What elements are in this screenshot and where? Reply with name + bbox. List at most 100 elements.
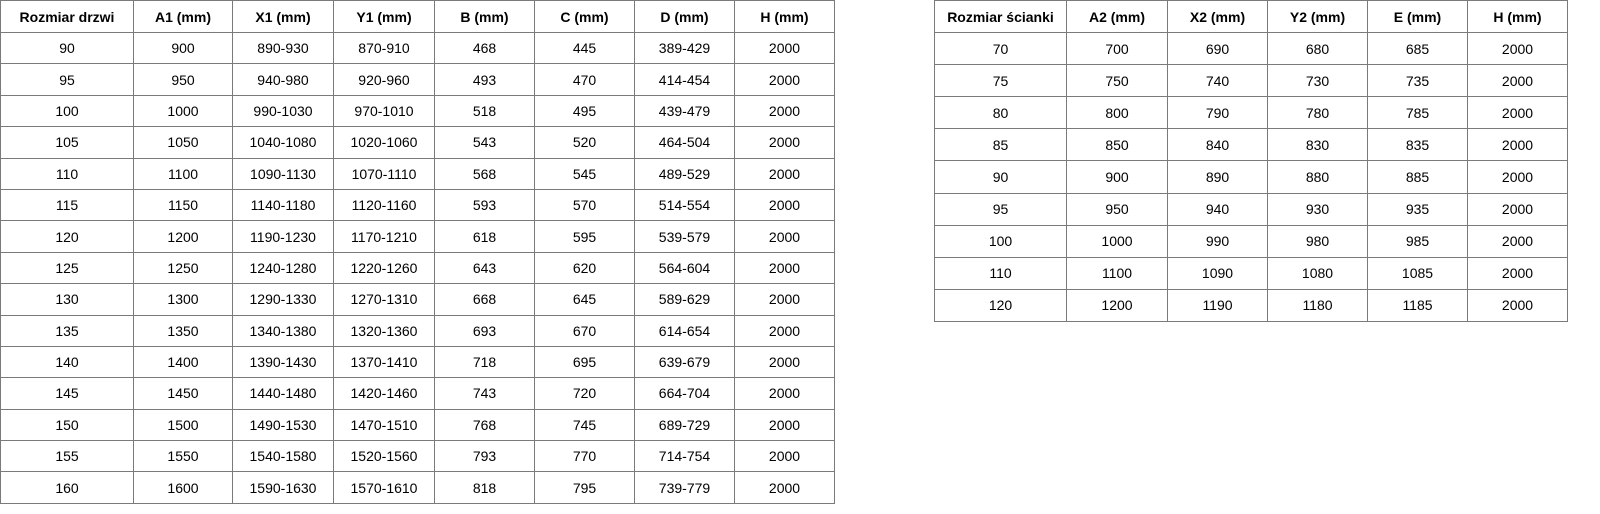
table-cell: 75 bbox=[934, 64, 1067, 98]
table-cell: 2000 bbox=[734, 31, 835, 65]
table-cell: 1200 bbox=[133, 220, 233, 253]
table-cell: 980 bbox=[1267, 224, 1368, 258]
column-header: H (mm) bbox=[734, 0, 835, 33]
table-cell: 495 bbox=[534, 94, 635, 128]
table-cell: 493 bbox=[434, 63, 535, 96]
table-cell: 850 bbox=[1066, 128, 1168, 162]
column-header: Rozmiar drzwi bbox=[0, 0, 134, 33]
table-row: 115 1150 1140-1180 1120-1160 593 570 514-554 20… bbox=[0, 188, 835, 222]
table-cell: 1150 bbox=[133, 188, 233, 222]
table-cell: 795 bbox=[534, 471, 635, 504]
table-cell: 570 bbox=[534, 188, 635, 222]
table-cell: 690 bbox=[1167, 32, 1268, 66]
table-cell: 1300 bbox=[133, 283, 233, 316]
table-cell: 1600 bbox=[133, 471, 233, 504]
table-cell: 930 bbox=[1267, 192, 1368, 226]
table-cell: 130 bbox=[0, 283, 134, 316]
table-cell: 693 bbox=[434, 314, 535, 347]
table-cell: 1200 bbox=[1066, 288, 1168, 322]
table-row: 160 1600 1590-1630 1570-1610 818 795 739-779 20… bbox=[0, 471, 835, 504]
table-cell: 950 bbox=[133, 63, 233, 96]
table-cell: 1470-1510 bbox=[333, 408, 435, 442]
table-cell: 120 bbox=[0, 220, 134, 253]
table-cell: 2000 bbox=[1467, 96, 1568, 130]
column-header: X1 (mm) bbox=[232, 0, 334, 33]
table-cell: 70 bbox=[934, 32, 1067, 66]
table-cell: 155 bbox=[0, 440, 134, 473]
table-cell: 1570-1610 bbox=[333, 471, 435, 504]
table-cell: 2000 bbox=[734, 471, 835, 504]
table-cell: 2000 bbox=[1467, 288, 1568, 322]
column-header: B (mm) bbox=[434, 0, 535, 33]
table-cell: 1100 bbox=[133, 157, 233, 190]
table-cell: 1180 bbox=[1267, 288, 1368, 322]
table-cell: 885 bbox=[1367, 160, 1468, 194]
table-cell: 543 bbox=[434, 126, 535, 159]
table-cell: 1540-1580 bbox=[232, 440, 334, 473]
table-cell: 2000 bbox=[1467, 160, 1568, 194]
table-cell: 900 bbox=[1066, 160, 1168, 194]
table-row: 135 1350 1340-1380 1320-1360 693 670 614-654 20… bbox=[0, 314, 835, 347]
table-cell: 1250 bbox=[133, 251, 233, 285]
table-cell: 835 bbox=[1367, 128, 1468, 162]
table-cell: 1320-1360 bbox=[333, 314, 435, 347]
table-cell: 1240-1280 bbox=[232, 251, 334, 285]
table-cell: 595 bbox=[534, 220, 635, 253]
table-cell: 1090 bbox=[1167, 256, 1268, 290]
table-row: 110 1100 1090 1080 1085 2000 bbox=[934, 256, 1568, 290]
table-row: 90 900 890-930 870-910 468 445 389-429 2000 bbox=[0, 31, 835, 65]
table-cell: 464-504 bbox=[634, 126, 735, 159]
table-cell: 120 bbox=[934, 288, 1067, 322]
table-cell: 520 bbox=[534, 126, 635, 159]
table-cell: 680 bbox=[1267, 32, 1368, 66]
column-header: C (mm) bbox=[534, 0, 635, 33]
table-cell: 750 bbox=[1066, 64, 1168, 98]
column-header: E (mm) bbox=[1367, 0, 1468, 34]
table-cell: 564-604 bbox=[634, 251, 735, 285]
table-cell: 800 bbox=[1066, 96, 1168, 130]
column-header: A2 (mm) bbox=[1066, 0, 1168, 34]
table-cell: 1490-1530 bbox=[232, 408, 334, 442]
header-row: Rozmiar drzwi A1 (mm) X1 (mm) Y1 (mm) B (mm)… bbox=[0, 0, 835, 33]
table-cell: 1350 bbox=[133, 314, 233, 347]
table-cell: 145 bbox=[0, 377, 134, 410]
table-cell: 1190 bbox=[1167, 288, 1268, 322]
table-row: 120 1200 1190-1230 1170-1210 618 595 539-579 20… bbox=[0, 220, 835, 253]
table-cell: 735 bbox=[1367, 64, 1468, 98]
table-cell: 700 bbox=[1066, 32, 1168, 66]
table-cell: 1550 bbox=[133, 440, 233, 473]
table-cell: 970-1010 bbox=[333, 94, 435, 128]
table-cell: 1420-1460 bbox=[333, 377, 435, 410]
table-cell: 2000 bbox=[1467, 32, 1568, 66]
table-cell: 2000 bbox=[734, 251, 835, 285]
table-cell: 150 bbox=[0, 408, 134, 442]
table-cell: 1450 bbox=[133, 377, 233, 410]
table-cell: 940-980 bbox=[232, 63, 334, 96]
table-cell: 589-629 bbox=[634, 283, 735, 316]
table-cell: 645 bbox=[534, 283, 635, 316]
table-cell: 1170-1210 bbox=[333, 220, 435, 253]
table-cell: 518 bbox=[434, 94, 535, 128]
table-cell: 614-654 bbox=[634, 314, 735, 347]
table-cell: 840 bbox=[1167, 128, 1268, 162]
table-cell: 80 bbox=[934, 96, 1067, 130]
table-cell: 2000 bbox=[734, 408, 835, 442]
table-cell: 2000 bbox=[734, 314, 835, 347]
table-cell: 780 bbox=[1267, 96, 1368, 130]
table-row: 150 1500 1490-1530 1470-1510 768 745 689-729 20… bbox=[0, 408, 835, 442]
table-cell: 900 bbox=[133, 31, 233, 65]
table-cell: 1070-1110 bbox=[333, 157, 435, 190]
table-cell: 514-554 bbox=[634, 188, 735, 222]
table-cell: 1400 bbox=[133, 345, 233, 379]
table-cell: 2000 bbox=[1467, 256, 1568, 290]
table-row: 90 900 890 880 885 2000 bbox=[934, 160, 1568, 194]
table-cell: 714-754 bbox=[634, 440, 735, 473]
table-cell: 568 bbox=[434, 157, 535, 190]
table-cell: 740 bbox=[1167, 64, 1268, 98]
table-cell: 620 bbox=[534, 251, 635, 285]
column-header: Y1 (mm) bbox=[333, 0, 435, 33]
table-cell: 2000 bbox=[1467, 128, 1568, 162]
table-cell: 1080 bbox=[1267, 256, 1368, 290]
table-cell: 468 bbox=[434, 31, 535, 65]
table-cell: 1590-1630 bbox=[232, 471, 334, 504]
